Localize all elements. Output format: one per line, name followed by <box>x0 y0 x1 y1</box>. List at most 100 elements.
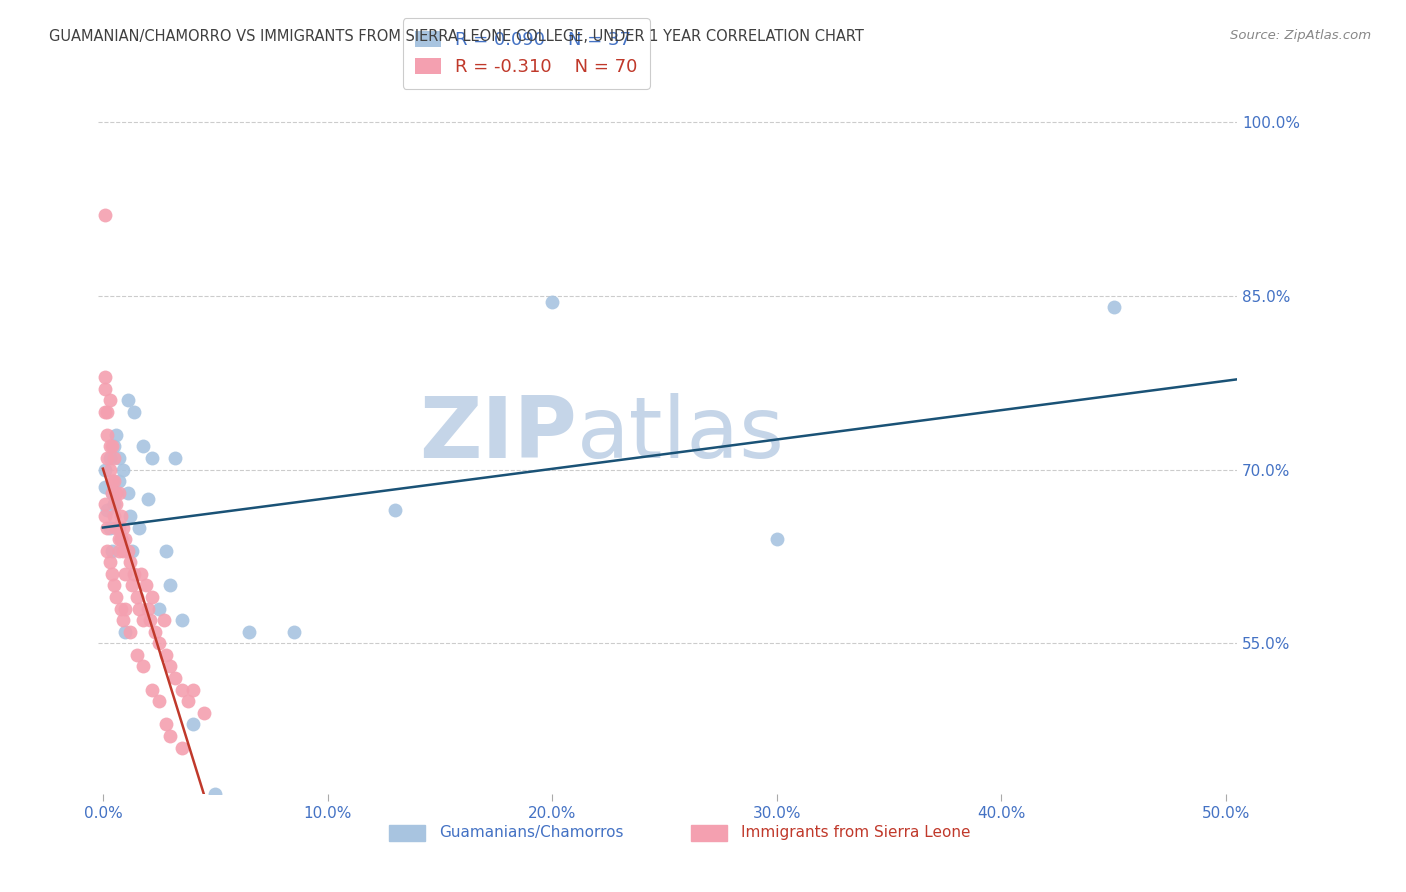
Point <box>117 393 139 408</box>
Point <box>96 520 118 534</box>
Point <box>98 555 121 569</box>
Point <box>541 294 564 309</box>
Point <box>94 497 117 511</box>
Point <box>101 485 124 500</box>
Point <box>204 787 226 801</box>
Point <box>114 624 136 639</box>
Text: Source: ZipAtlas.com: Source: ZipAtlas.com <box>1230 29 1371 42</box>
Point <box>181 682 204 697</box>
Point <box>135 578 157 592</box>
Point <box>105 428 128 442</box>
Point <box>105 590 128 604</box>
Point <box>193 706 215 720</box>
Point <box>110 508 132 523</box>
Point <box>94 382 117 396</box>
Point <box>114 532 136 546</box>
Point <box>103 474 125 488</box>
Point <box>110 532 132 546</box>
Point <box>96 428 118 442</box>
Point <box>103 578 125 592</box>
Point <box>107 532 129 546</box>
Point <box>94 462 117 476</box>
Point <box>98 462 121 476</box>
Point <box>107 543 129 558</box>
Point <box>238 624 260 639</box>
Point <box>112 613 135 627</box>
Point <box>114 601 136 615</box>
Point <box>101 485 124 500</box>
Point <box>105 520 128 534</box>
Point <box>136 601 159 615</box>
Point <box>121 543 143 558</box>
Point <box>132 613 155 627</box>
Point <box>118 508 141 523</box>
Point <box>170 613 193 627</box>
Bar <box>690 825 727 840</box>
Point <box>96 450 118 465</box>
Point <box>1102 301 1125 315</box>
Point <box>170 682 193 697</box>
Point <box>96 503 118 517</box>
Point <box>124 566 146 581</box>
Text: GUAMANIAN/CHAMORRO VS IMMIGRANTS FROM SIERRA LEONE COLLEGE, UNDER 1 YEAR CORRELA: GUAMANIAN/CHAMORRO VS IMMIGRANTS FROM SI… <box>49 29 865 44</box>
Point <box>114 566 136 581</box>
Point <box>384 503 406 517</box>
Point <box>125 590 148 604</box>
Point <box>177 694 200 708</box>
Point <box>129 566 152 581</box>
Point <box>98 520 121 534</box>
Point <box>181 717 204 731</box>
Point <box>765 532 787 546</box>
Point <box>118 624 141 639</box>
Point <box>163 450 186 465</box>
Point <box>110 601 132 615</box>
Point <box>128 601 150 615</box>
Point <box>105 485 128 500</box>
Point <box>132 659 155 673</box>
Point <box>163 671 186 685</box>
Point <box>124 405 146 419</box>
Point <box>121 578 143 592</box>
Point <box>101 566 124 581</box>
Legend: R = 0.090    N = 37, R = -0.310    N = 70: R = 0.090 N = 37, R = -0.310 N = 70 <box>402 18 650 89</box>
Point <box>132 439 155 453</box>
Point <box>105 497 128 511</box>
Point <box>283 624 305 639</box>
Point <box>107 450 129 465</box>
Point <box>112 543 135 558</box>
Point <box>143 624 166 639</box>
Point <box>107 520 129 534</box>
Point <box>141 450 163 465</box>
Point <box>148 601 170 615</box>
Point <box>107 485 129 500</box>
Point <box>94 208 117 222</box>
Point <box>118 555 141 569</box>
Point <box>96 405 118 419</box>
Point <box>155 717 177 731</box>
Point <box>98 439 121 453</box>
Point <box>159 578 181 592</box>
Point <box>98 393 121 408</box>
Point <box>103 439 125 453</box>
Point <box>117 543 139 558</box>
Point <box>112 520 135 534</box>
Point <box>98 450 121 465</box>
Point <box>94 480 117 494</box>
Point <box>110 532 132 546</box>
Point <box>107 474 129 488</box>
Point <box>155 543 177 558</box>
Text: Guamanians/Chamorros: Guamanians/Chamorros <box>439 825 623 840</box>
Point <box>101 439 124 453</box>
Point <box>148 694 170 708</box>
Point <box>94 508 117 523</box>
Point <box>141 590 163 604</box>
Point <box>125 648 148 662</box>
Point <box>152 613 174 627</box>
Point <box>148 636 170 650</box>
Point <box>101 474 124 488</box>
Bar <box>389 825 425 840</box>
Point <box>155 648 177 662</box>
Point <box>103 450 125 465</box>
Point <box>139 613 162 627</box>
Point <box>94 405 117 419</box>
